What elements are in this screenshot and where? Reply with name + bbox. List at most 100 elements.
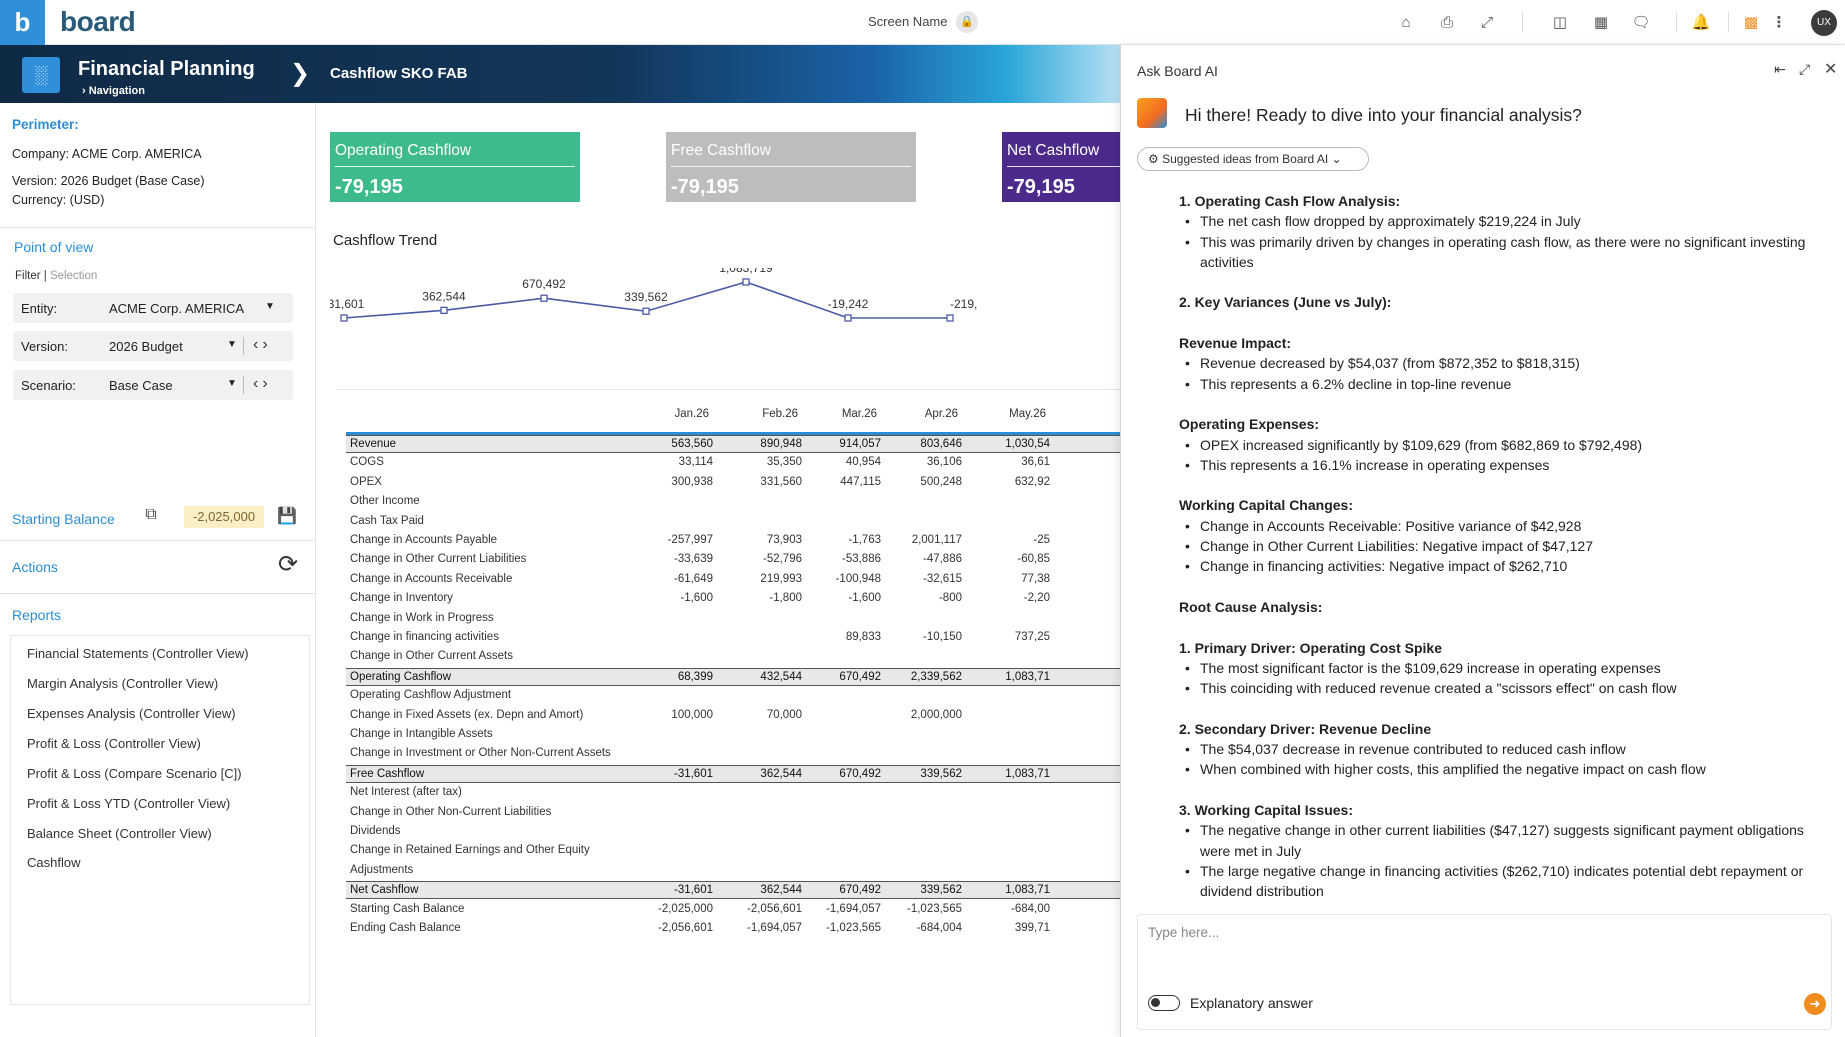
table-cell[interactable]: -257,997 bbox=[667, 534, 713, 546]
table-row[interactable]: Operating Cashflow 68,399 432,544 670,492 2,… bbox=[346, 667, 1120, 686]
report-link[interactable]: Financial Statements (Controller View) bbox=[27, 646, 249, 661]
data-point[interactable] bbox=[440, 306, 448, 314]
refresh-icon[interactable]: ⟳ bbox=[277, 551, 299, 578]
table-cell[interactable]: -53,886 bbox=[841, 553, 881, 566]
table-cell[interactable]: -60,85 bbox=[1017, 553, 1050, 566]
data-point[interactable] bbox=[540, 294, 548, 302]
table-row[interactable]: Change in Inventory -1,600 -1,800 -1,600 -80… bbox=[346, 590, 1120, 608]
pin-icon[interactable]: ⇤ bbox=[1774, 61, 1786, 77]
report-link[interactable]: Profit & Loss (Compare Scenario [C]) bbox=[27, 766, 242, 781]
kpi-net-cashflow[interactable]: Net Cashflow -79,195 bbox=[1002, 132, 1120, 202]
prev-next-icon[interactable]: ‹› bbox=[253, 336, 272, 353]
table-row[interactable]: Other Income bbox=[346, 493, 1120, 511]
table-cell[interactable]: -2,025,000 bbox=[658, 902, 713, 915]
data-point[interactable] bbox=[946, 314, 954, 322]
starting-balance-input[interactable]: -2,025,000 bbox=[184, 506, 264, 528]
table-cell[interactable]: 36,61 bbox=[1021, 456, 1050, 469]
table-cell[interactable]: 632,92 bbox=[1014, 475, 1050, 488]
table-cell[interactable]: 1,030,54 bbox=[1005, 438, 1050, 450]
avatar[interactable]: UX bbox=[1811, 10, 1837, 36]
table-cell[interactable]: -1,600 bbox=[680, 592, 713, 605]
table-cell[interactable]: 33,114 bbox=[678, 456, 713, 469]
save-icon[interactable]: 💾 bbox=[277, 508, 297, 525]
table-cell[interactable]: -1,763 bbox=[848, 534, 881, 546]
copy-icon[interactable]: ⧉ bbox=[145, 506, 157, 523]
table-cell[interactable]: -1,694,057 bbox=[747, 922, 802, 934]
table-cell[interactable]: 1,083,71 bbox=[1005, 670, 1050, 683]
table-cell[interactable]: -2,20 bbox=[1023, 592, 1050, 605]
report-link[interactable]: Cashflow bbox=[27, 855, 81, 870]
board-logo-text[interactable]: board bbox=[60, 6, 136, 37]
table-cell[interactable]: 77,38 bbox=[1021, 572, 1050, 585]
table-cell[interactable]: 447,115 bbox=[840, 475, 881, 488]
table-cell[interactable]: 803,646 bbox=[920, 438, 962, 450]
table-row[interactable]: Change in Intangible Assets bbox=[346, 726, 1120, 744]
table-cell[interactable]: -2,056,601 bbox=[747, 902, 802, 915]
data-point[interactable] bbox=[742, 278, 750, 286]
table-row[interactable]: Cash Tax Paid bbox=[346, 513, 1120, 531]
table-cell[interactable]: -31,601 bbox=[673, 767, 713, 780]
table-cell[interactable]: -33,639 bbox=[673, 553, 713, 566]
table-cell[interactable]: 737,25 bbox=[1014, 631, 1050, 643]
expand-icon[interactable]: ⤢ bbox=[1480, 14, 1493, 31]
table-cell[interactable]: 2,339,562 bbox=[910, 670, 962, 683]
ai-input-box[interactable]: Type here... Explanatory answer ➜ bbox=[1137, 914, 1832, 1030]
table-cell[interactable]: 399,71 bbox=[1014, 922, 1050, 934]
home-icon[interactable]: ⌂ bbox=[1401, 14, 1411, 31]
table-row[interactable]: COGS 33,114 35,350 40,954 36,106 36,61 bbox=[346, 454, 1120, 472]
dropdown-caret-icon[interactable]: ▼ bbox=[227, 339, 237, 350]
table-cell[interactable]: -1,023,565 bbox=[826, 922, 881, 934]
more-icon[interactable]: ⋮ bbox=[1771, 14, 1787, 31]
expand-icon[interactable]: ⤢ bbox=[1799, 61, 1811, 77]
navigation-label[interactable]: Navigation bbox=[88, 85, 145, 97]
table-cell[interactable]: -1,694,057 bbox=[826, 902, 881, 915]
table-cell[interactable]: 300,938 bbox=[671, 475, 713, 488]
table-cell[interactable]: 339,562 bbox=[920, 767, 962, 780]
table-cell[interactable]: 670,492 bbox=[839, 767, 881, 780]
table-cell[interactable]: -10,150 bbox=[922, 631, 962, 643]
table-cell[interactable]: 432,544 bbox=[760, 670, 802, 683]
table-row[interactable]: Operating Cashflow Adjustment bbox=[346, 687, 1120, 705]
table-cell[interactable]: -32,615 bbox=[922, 572, 962, 585]
table-cell[interactable]: 2,001,117 bbox=[911, 534, 962, 546]
data-point[interactable] bbox=[642, 307, 650, 315]
table-cell[interactable]: -25 bbox=[1033, 534, 1050, 546]
table-cell[interactable]: -684,00 bbox=[1010, 902, 1050, 915]
table-cell[interactable]: -1,023,565 bbox=[907, 902, 962, 915]
scenario-select[interactable]: Scenario: Base Case ▼ ‹› bbox=[13, 370, 293, 400]
navigation-link[interactable]: › Navigation bbox=[82, 85, 145, 97]
table-row[interactable]: Change in Accounts Receivable -61,649 219,… bbox=[346, 571, 1120, 589]
suggested-ideas-chip[interactable]: ⚙ Suggested ideas from Board AI ⌄ bbox=[1137, 147, 1369, 171]
table-row[interactable]: Dividends bbox=[346, 823, 1120, 841]
version-select[interactable]: Version: 2026 Budget ▼ ‹› bbox=[13, 331, 293, 361]
send-button[interactable]: ➜ bbox=[1804, 993, 1826, 1015]
table-row[interactable]: Change in Accounts Payable -257,997 73,903… bbox=[346, 532, 1120, 550]
bell-icon[interactable]: 🔔 bbox=[1691, 14, 1711, 31]
table-cell[interactable]: -61,649 bbox=[673, 572, 713, 585]
board-logo-icon[interactable]: b bbox=[0, 0, 45, 45]
table-cell[interactable]: 219,993 bbox=[760, 572, 802, 585]
table-cell[interactable]: -2,056,601 bbox=[658, 922, 713, 934]
table-cell[interactable]: -52,796 bbox=[762, 553, 802, 566]
report-link[interactable]: Profit & Loss (Controller View) bbox=[27, 736, 201, 751]
table-row[interactable]: Revenue 563,560 890,948 914,057 803,646 1,030… bbox=[346, 435, 1120, 453]
table-row[interactable]: Ending Cash Balance -2,056,601 -1,694,057 -… bbox=[346, 920, 1120, 938]
table-cell[interactable]: 362,544 bbox=[760, 767, 802, 780]
presentation-icon[interactable]: ◫ bbox=[1552, 14, 1568, 31]
table-cell[interactable]: 89,833 bbox=[845, 631, 881, 643]
kpi-free-cashflow[interactable]: Free Cashflow -79,195 bbox=[666, 132, 916, 202]
report-link[interactable]: Profit & Loss YTD (Controller View) bbox=[27, 796, 231, 811]
filter-tab[interactable]: Filter bbox=[15, 270, 41, 282]
table-row[interactable]: Change in financing activities 89,833 -10,… bbox=[346, 629, 1120, 647]
table-cell[interactable]: 100,000 bbox=[671, 708, 713, 721]
table-row[interactable]: Net Cashflow -31,601 362,544 670,492 339,562… bbox=[346, 881, 1120, 900]
data-point[interactable] bbox=[340, 314, 348, 322]
table-cell[interactable]: -100,948 bbox=[835, 572, 881, 585]
apps-icon[interactable]: ▩ bbox=[1743, 14, 1759, 31]
report-link[interactable]: Expenses Analysis (Controller View) bbox=[27, 706, 236, 721]
table-cell[interactable]: 1,083,71 bbox=[1005, 767, 1050, 780]
table-cell[interactable]: 362,544 bbox=[760, 884, 802, 897]
table-cell[interactable]: -800 bbox=[938, 592, 962, 605]
table-row[interactable]: Starting Cash Balance -2,025,000 -2,056,60… bbox=[346, 901, 1120, 919]
table-cell[interactable]: 73,903 bbox=[766, 534, 802, 546]
